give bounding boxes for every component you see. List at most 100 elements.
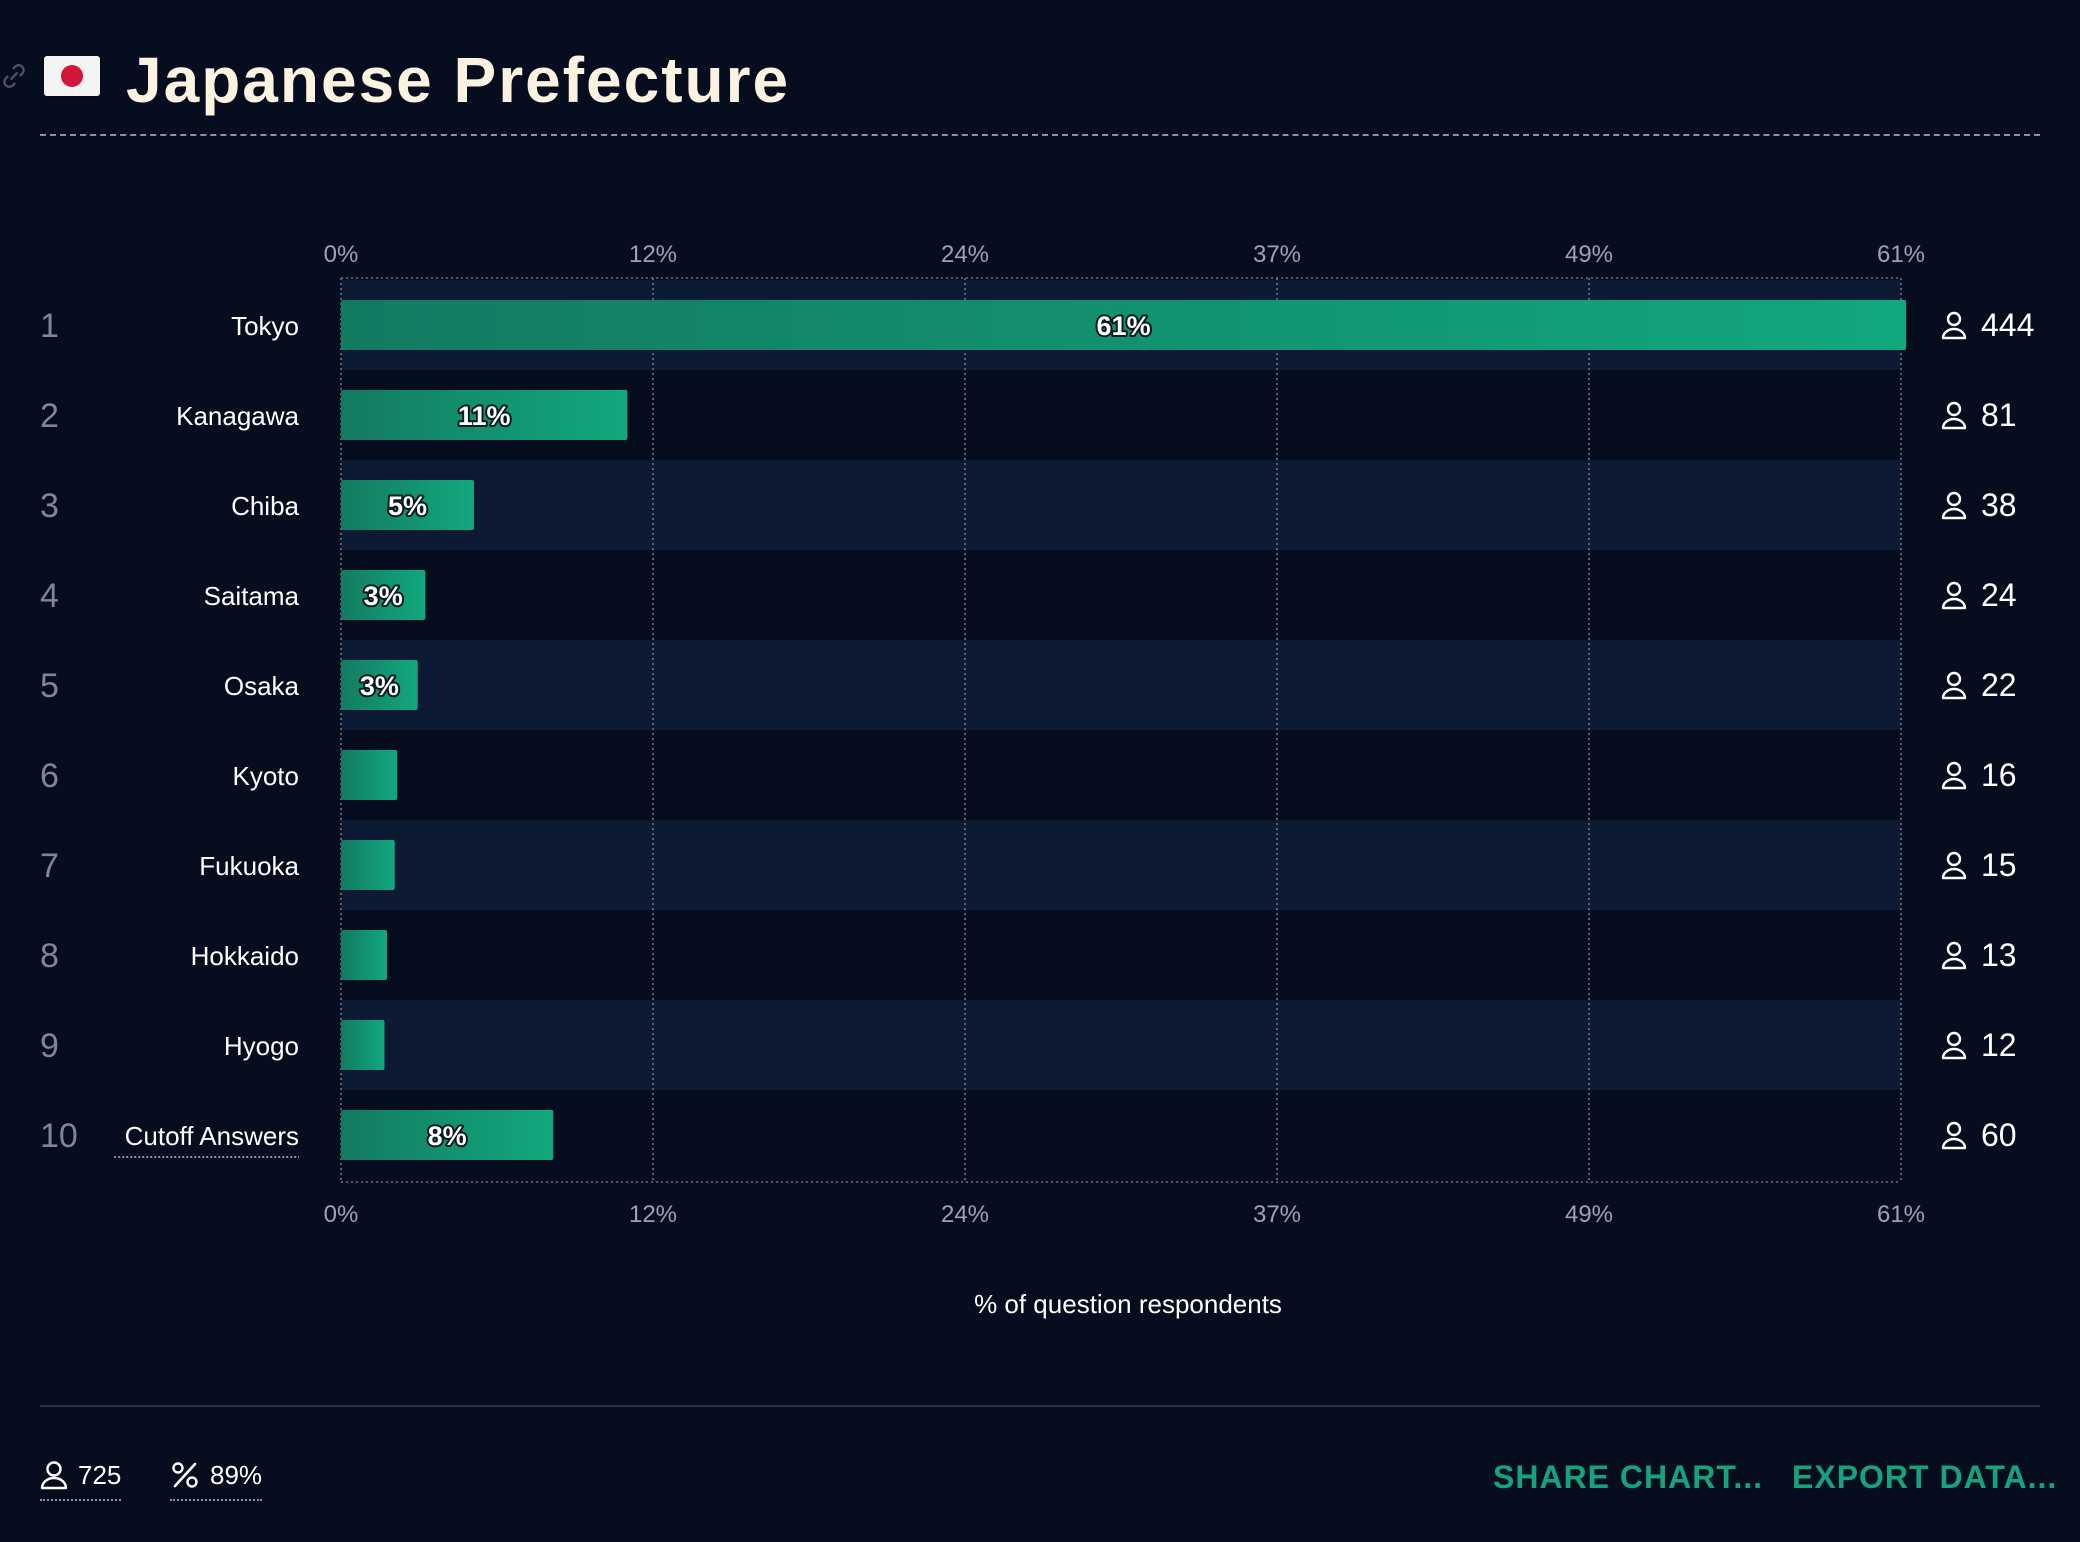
bar-value-label: 11% bbox=[458, 401, 511, 431]
user-icon-head bbox=[1946, 581, 1962, 597]
user-icon-head bbox=[1946, 311, 1962, 327]
bar bbox=[341, 750, 398, 800]
respondent-count: 81 bbox=[1981, 397, 2017, 433]
category-label: Kyoto bbox=[233, 761, 300, 791]
bar bbox=[341, 300, 1907, 350]
respondents-stat[interactable]: 725 bbox=[40, 1455, 122, 1501]
rank-number: 4 bbox=[40, 577, 59, 615]
respondent-count: 12 bbox=[1981, 1027, 2017, 1063]
page-title: Japanese Prefecture bbox=[126, 44, 791, 116]
user-icon bbox=[1941, 761, 1967, 790]
user-icon-body bbox=[1941, 867, 1967, 880]
user-icon-head bbox=[1946, 491, 1962, 507]
link-icon[interactable] bbox=[0, 62, 28, 90]
footer-divider bbox=[40, 1405, 2040, 1407]
bar bbox=[341, 840, 395, 890]
user-icon bbox=[1941, 941, 1967, 970]
row-band bbox=[341, 820, 1901, 910]
x-tick-label-top: 24% bbox=[941, 241, 989, 268]
user-icon-body bbox=[1941, 1047, 1967, 1060]
user-icon-head bbox=[1946, 401, 1962, 417]
bar bbox=[341, 1110, 554, 1160]
rank-number: 10 bbox=[40, 1117, 78, 1155]
respondent-count: 60 bbox=[1981, 1117, 2017, 1153]
x-tick-label-top: 0% bbox=[324, 241, 359, 268]
user-icon-body bbox=[1941, 417, 1967, 430]
row-band bbox=[341, 1000, 1901, 1090]
respondent-count: 444 bbox=[1981, 307, 2034, 343]
bar bbox=[341, 930, 388, 980]
x-tick-label-bottom: 49% bbox=[1565, 1201, 1613, 1228]
respondents-count: 725 bbox=[78, 1459, 122, 1490]
x-tick-label-top: 61% bbox=[1877, 241, 1925, 268]
category-label[interactable]: Cutoff Answers bbox=[125, 1121, 299, 1151]
rank-number: 3 bbox=[40, 487, 59, 525]
category-label: Hyogo bbox=[224, 1031, 299, 1061]
x-tick-label-top: 12% bbox=[629, 241, 677, 268]
user-icon-head bbox=[1946, 761, 1962, 777]
category-label: Hokkaido bbox=[191, 941, 299, 971]
bar bbox=[341, 660, 418, 710]
bar-value-label: 3% bbox=[364, 581, 403, 611]
category-label: Kanagawa bbox=[176, 401, 299, 431]
rank-number: 1 bbox=[40, 307, 59, 345]
user-icon bbox=[1941, 311, 1967, 340]
x-tick-label-top: 37% bbox=[1253, 241, 1301, 268]
user-icon-body bbox=[1941, 687, 1967, 700]
x-tick-label-bottom: 61% bbox=[1877, 1201, 1925, 1228]
respondent-count: 24 bbox=[1981, 577, 2017, 613]
x-tick-label-top: 49% bbox=[1565, 241, 1613, 268]
bar bbox=[341, 1020, 385, 1070]
user-icon-body bbox=[1941, 777, 1967, 790]
rank-number: 6 bbox=[40, 757, 59, 795]
bar-chart: 61% 1 Tokyo 444 11% 2 Kanagawa 81 5% 3 Chiba 38 3% 4 S… bbox=[40, 241, 2034, 1319]
user-icon-body bbox=[1941, 507, 1967, 520]
respondent-count: 15 bbox=[1981, 847, 2017, 883]
bar-value-label: 3% bbox=[360, 671, 399, 701]
user-icon-head bbox=[1946, 941, 1962, 957]
user-icon-head bbox=[1946, 1121, 1962, 1137]
x-axis-label: % of question respondents bbox=[974, 1289, 1282, 1319]
japan-flag-icon bbox=[44, 56, 100, 96]
category-label: Fukuoka bbox=[199, 851, 299, 881]
bar-value-label: 8% bbox=[428, 1121, 467, 1151]
rank-number: 8 bbox=[40, 937, 59, 975]
user-icon-body bbox=[1941, 327, 1967, 340]
user-icon bbox=[40, 1461, 68, 1490]
bar-value-label: 61% bbox=[1097, 311, 1151, 341]
user-icon bbox=[1941, 851, 1967, 880]
user-icon-body bbox=[1941, 957, 1967, 970]
user-icon-body bbox=[1941, 1137, 1967, 1150]
rank-number: 5 bbox=[40, 667, 59, 705]
share-chart-button[interactable]: SHARE CHART... bbox=[1493, 1459, 1764, 1495]
category-label: Tokyo bbox=[231, 311, 299, 341]
header-divider bbox=[40, 134, 2040, 136]
user-icon bbox=[1941, 1031, 1967, 1060]
user-icon bbox=[1941, 401, 1967, 430]
bar bbox=[341, 570, 426, 620]
percent-stat[interactable]: 89% bbox=[170, 1455, 263, 1501]
user-icon-head bbox=[1946, 671, 1962, 687]
category-label: Osaka bbox=[224, 671, 300, 701]
x-tick-label-bottom: 24% bbox=[941, 1201, 989, 1228]
user-icon-body bbox=[1941, 597, 1967, 610]
category-label: Saitama bbox=[204, 581, 300, 611]
rank-number: 7 bbox=[40, 847, 59, 885]
row-band bbox=[341, 460, 1901, 550]
x-tick-label-bottom: 0% bbox=[324, 1201, 359, 1228]
respondent-count: 16 bbox=[1981, 757, 2017, 793]
percent-value: 89% bbox=[210, 1459, 263, 1490]
user-icon-head bbox=[1946, 1031, 1962, 1047]
export-data-button[interactable]: EXPORT DATA... bbox=[1792, 1459, 2058, 1495]
x-tick-label-bottom: 37% bbox=[1253, 1201, 1301, 1228]
chart-header: Japanese Prefecture bbox=[3, 42, 2040, 138]
respondent-count: 38 bbox=[1981, 487, 2017, 523]
respondent-count: 13 bbox=[1981, 937, 2017, 973]
row-band bbox=[341, 640, 1901, 730]
percent-icon bbox=[172, 1462, 198, 1488]
user-icon bbox=[1941, 581, 1967, 610]
category-label: Chiba bbox=[231, 491, 299, 521]
user-icon-head bbox=[1946, 851, 1962, 867]
bar bbox=[341, 390, 628, 440]
user-icon bbox=[1941, 1121, 1967, 1150]
